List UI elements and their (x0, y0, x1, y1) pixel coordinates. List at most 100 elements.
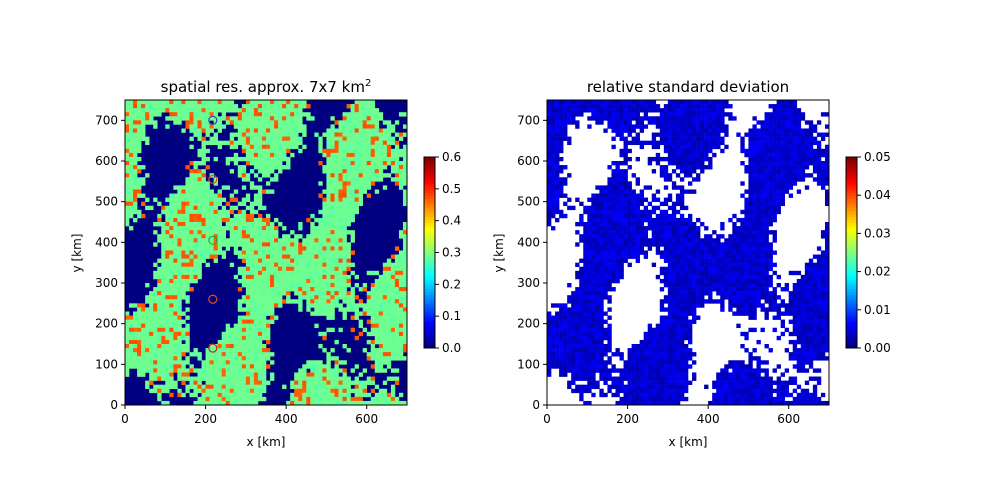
heatmap-cell (245, 140, 251, 146)
heatmap-cell (270, 226, 275, 231)
heatmap-cell (173, 234, 178, 239)
heatmap-cell (643, 124, 649, 129)
heatmap-cell (326, 258, 331, 263)
heatmap-cell (278, 140, 283, 146)
heatmap-cell (667, 197, 673, 202)
heatmap-cell (382, 380, 388, 385)
heatmap-cell (201, 156, 206, 162)
heatmap-cell (189, 189, 194, 194)
y-tick-label: 600 (95, 154, 118, 168)
heatmap-cell (201, 396, 206, 402)
heatmap-cell (173, 287, 178, 292)
heatmap-cell (398, 274, 404, 280)
heatmap-cell (619, 380, 624, 385)
heatmap-cell (261, 156, 267, 162)
heatmap-cell (165, 213, 170, 219)
heatmap-cell (253, 185, 259, 190)
heatmap-cell (555, 165, 560, 170)
heatmap-cell (326, 388, 331, 394)
heatmap-cell (286, 262, 291, 268)
heatmap-cell (623, 396, 628, 402)
heatmap-cell (233, 400, 239, 406)
heatmap-cell (667, 108, 673, 113)
heatmap-cell (587, 360, 592, 365)
heatmap-cell (314, 323, 319, 329)
heatmap-cell (205, 197, 210, 202)
heatmap-cell (290, 287, 295, 292)
heatmap-cell (623, 250, 628, 255)
heatmap-cell (153, 384, 158, 390)
heatmap-cell (229, 392, 235, 398)
heatmap-cell (125, 352, 130, 357)
heatmap-cell (278, 291, 283, 296)
heatmap-cell (675, 185, 681, 190)
heatmap-cell (631, 234, 636, 239)
heatmap-cell (173, 360, 178, 365)
heatmap-cell (266, 116, 271, 121)
heatmap-cell (579, 307, 584, 312)
heatmap-cell (643, 376, 649, 381)
heatmap-cell (330, 311, 335, 316)
heatmap-cell (607, 242, 612, 247)
heatmap-cell (145, 120, 150, 125)
heatmap-cell (675, 242, 681, 247)
heatmap-cell (386, 323, 392, 329)
heatmap-cell (249, 266, 255, 272)
heatmap-cell (350, 148, 355, 154)
heatmap-cell (257, 274, 263, 280)
heatmap-cell (225, 222, 231, 227)
heatmap-cell (193, 222, 198, 227)
heatmap-cell (326, 156, 331, 162)
heatmap-cell (627, 384, 632, 390)
heatmap-cell (663, 376, 669, 381)
heatmap-cell (310, 303, 315, 308)
heatmap-cell (306, 364, 311, 369)
heatmap-cell (675, 140, 681, 146)
heatmap-cell (133, 161, 138, 166)
heatmap-cell (627, 124, 632, 129)
heatmap-cell (173, 217, 178, 223)
heatmap-cell (563, 352, 568, 357)
heatmap-cell (663, 364, 669, 369)
heatmap-cell (390, 270, 396, 276)
heatmap-cell (225, 335, 231, 341)
heatmap-cell (181, 222, 186, 227)
heatmap-cell (547, 152, 552, 158)
heatmap-cell (217, 201, 222, 207)
heatmap-cell (330, 128, 335, 133)
heatmap-cell (675, 287, 681, 292)
heatmap-cell (667, 132, 673, 137)
heatmap-cell (233, 222, 239, 227)
heatmap-cell (667, 148, 673, 154)
heatmap-cell (193, 120, 198, 125)
heatmap-cell (237, 327, 243, 333)
heatmap-cell (318, 193, 323, 198)
heatmap-cell (125, 173, 130, 178)
heatmap-cell (567, 112, 572, 117)
heatmap-cell (599, 327, 604, 333)
heatmap-cell (547, 136, 552, 141)
heatmap-cell (599, 372, 604, 377)
heatmap-cell (583, 344, 588, 349)
heatmap-cell (615, 234, 620, 239)
heatmap-cell (655, 217, 661, 223)
heatmap-cell (290, 124, 295, 129)
heatmap-cell (370, 356, 376, 361)
heatmap-cell (402, 323, 408, 329)
heatmap-cell (555, 319, 560, 324)
heatmap-cell (611, 213, 616, 219)
heatmap-cell (611, 185, 616, 190)
heatmap-cell (229, 388, 235, 394)
heatmap-cell (651, 222, 657, 227)
colorbar-segment (424, 291, 435, 295)
heatmap-cell (671, 161, 677, 166)
heatmap-cell (346, 230, 351, 235)
heatmap-cell (257, 278, 263, 284)
heatmap-cell (663, 156, 669, 162)
heatmap-cell (145, 335, 150, 341)
heatmap-cell (193, 185, 198, 190)
heatmap-cell (667, 291, 673, 296)
heatmap-cell (639, 189, 644, 194)
heatmap-cell (209, 197, 214, 202)
heatmap-cell (551, 331, 556, 337)
